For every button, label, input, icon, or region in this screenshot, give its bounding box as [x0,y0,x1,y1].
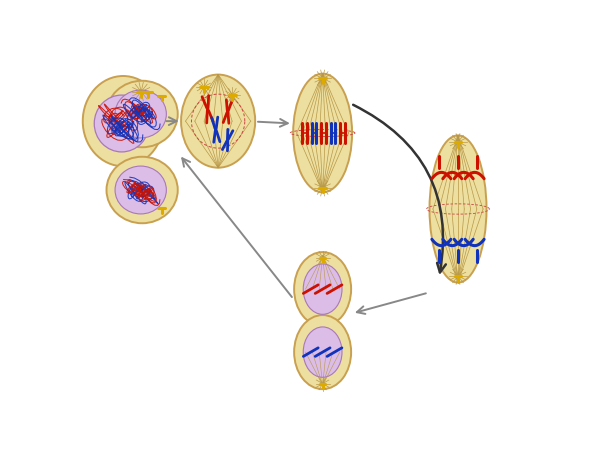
Ellipse shape [115,90,166,138]
Ellipse shape [106,81,177,147]
Ellipse shape [294,315,351,389]
Ellipse shape [181,75,255,168]
Ellipse shape [94,95,149,152]
Circle shape [129,186,137,194]
Ellipse shape [294,252,351,326]
Ellipse shape [430,135,487,283]
Circle shape [110,121,120,131]
Circle shape [129,110,137,118]
Ellipse shape [83,76,163,166]
Ellipse shape [303,327,342,377]
Ellipse shape [106,157,177,223]
Ellipse shape [303,264,342,314]
Ellipse shape [115,166,166,214]
Ellipse shape [293,74,352,192]
